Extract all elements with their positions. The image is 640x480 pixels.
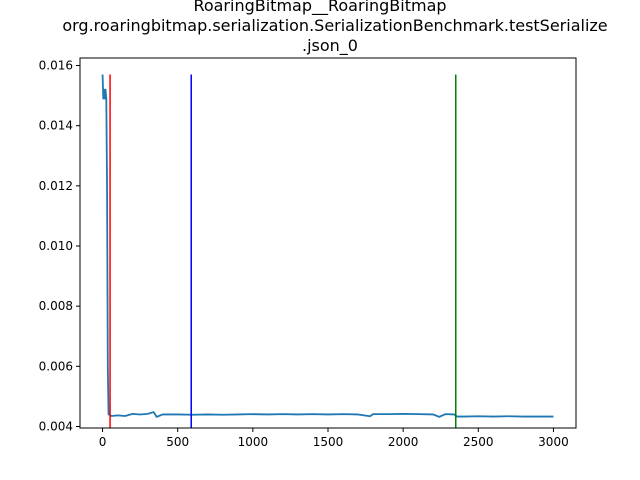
y-tick-label: 0.012: [39, 179, 73, 193]
x-tick-label: 0: [99, 435, 107, 449]
chart-title-line-1: RoaringBitmap__RoaringBitmap: [193, 0, 446, 16]
y-axis: 0.004 0.006 0.008 0.010 0.012 0.014 0.016: [39, 59, 80, 433]
y-tick-label: 0.016: [39, 59, 73, 73]
marker-layer: [109, 74, 457, 428]
chart-title-line-3: .json_0: [302, 36, 358, 56]
y-tick-label: 0.008: [39, 299, 73, 313]
x-tick-label: 3000: [538, 435, 569, 449]
y-tick-label: 0.010: [39, 239, 73, 253]
x-tick-label: 500: [166, 435, 189, 449]
x-tick-label: 1500: [313, 435, 344, 449]
y-tick-label: 0.004: [39, 419, 73, 433]
plot-area: [80, 58, 576, 428]
x-tick-label: 2500: [463, 435, 494, 449]
y-tick-label: 0.014: [39, 119, 73, 133]
x-tick-label: 1000: [238, 435, 269, 449]
x-axis: 0 500 1000 1500 2000 2500 3000: [99, 428, 569, 449]
series-layer: [101, 74, 554, 418]
x-tick-label: 2000: [388, 435, 419, 449]
chart-title-line-2: org.roaringbitmap.serialization.Serializ…: [62, 16, 607, 35]
series-line-1: [101, 74, 554, 418]
y-tick-label: 0.006: [39, 359, 73, 373]
